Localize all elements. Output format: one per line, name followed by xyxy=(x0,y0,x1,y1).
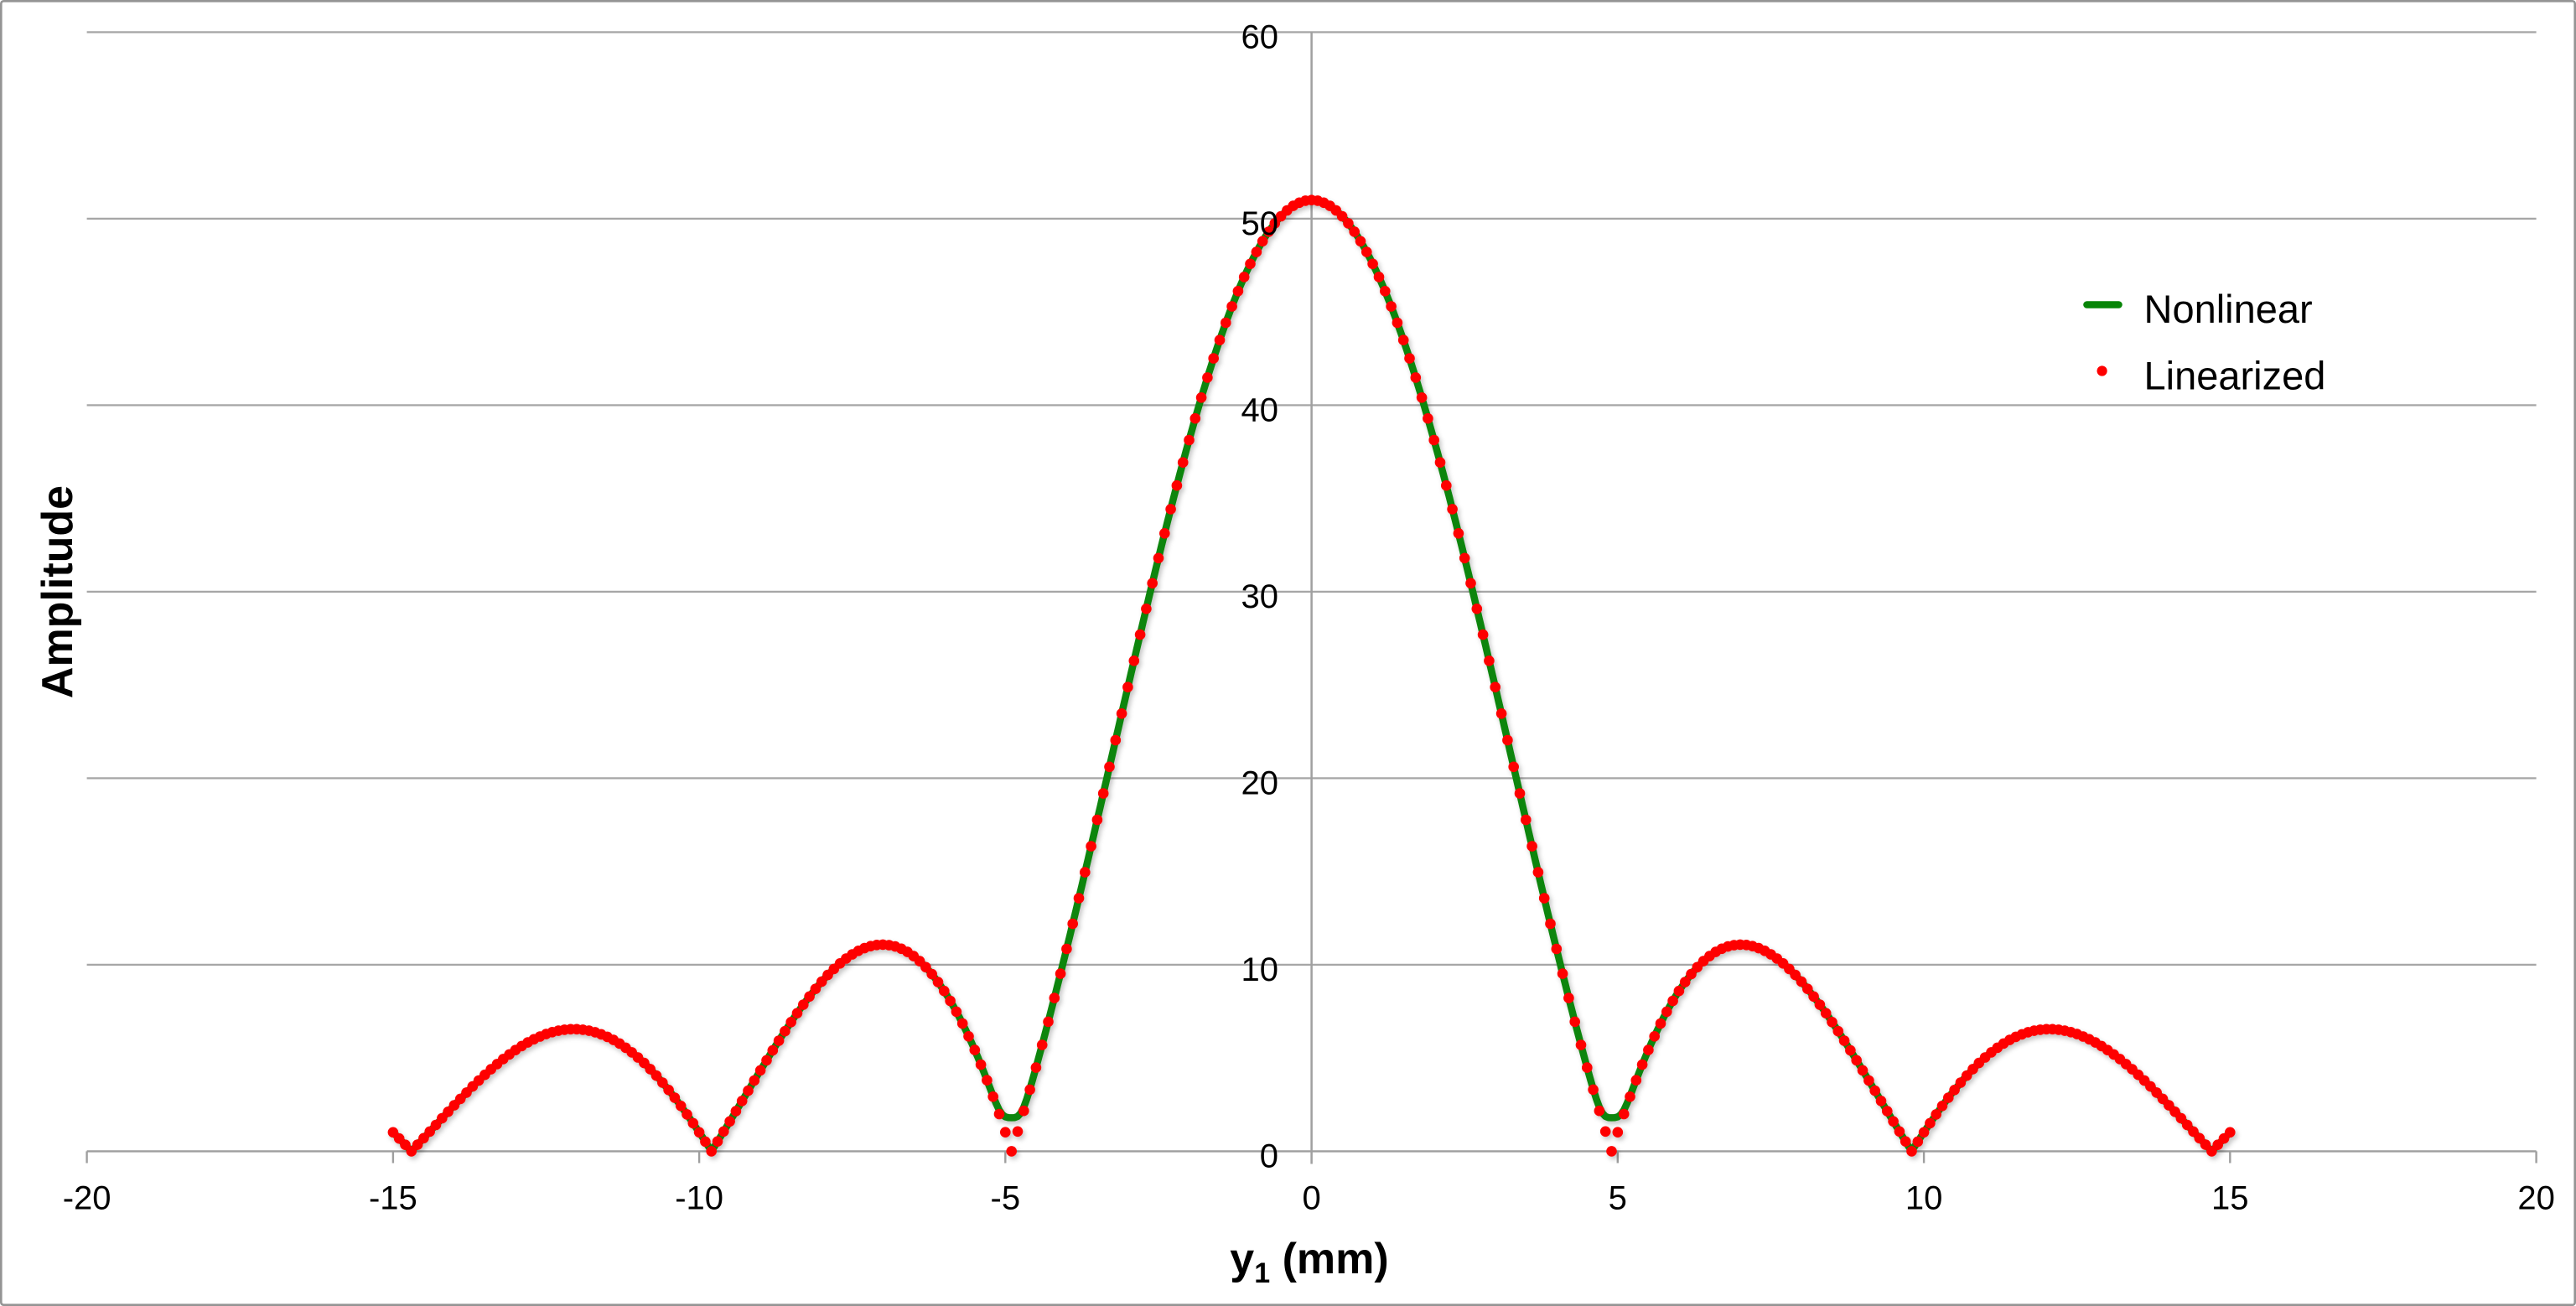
svg-text:-15: -15 xyxy=(369,1180,417,1217)
svg-text:60: 60 xyxy=(1241,18,1279,55)
svg-text:-20: -20 xyxy=(63,1180,111,1217)
svg-text:50: 50 xyxy=(1241,205,1279,242)
svg-text:15: 15 xyxy=(2211,1180,2249,1217)
svg-text:-10: -10 xyxy=(675,1180,723,1217)
svg-text:0: 0 xyxy=(1260,1138,1278,1174)
svg-text:-5: -5 xyxy=(991,1180,1021,1217)
svg-text:5: 5 xyxy=(1609,1180,1627,1217)
svg-text:Amplitude: Amplitude xyxy=(34,485,82,698)
svg-text:20: 20 xyxy=(1241,764,1279,801)
svg-text:30: 30 xyxy=(1241,578,1279,615)
svg-text:10: 10 xyxy=(1241,951,1279,988)
svg-text:y1 (mm): y1 (mm) xyxy=(1230,1235,1388,1289)
svg-text:40: 40 xyxy=(1241,391,1279,428)
svg-text:Linearized: Linearized xyxy=(2144,354,2326,398)
svg-text:Nonlinear: Nonlinear xyxy=(2144,287,2313,331)
svg-text:10: 10 xyxy=(1905,1180,1943,1217)
svg-text:0: 0 xyxy=(1302,1180,1320,1217)
svg-text:20: 20 xyxy=(2517,1180,2555,1217)
